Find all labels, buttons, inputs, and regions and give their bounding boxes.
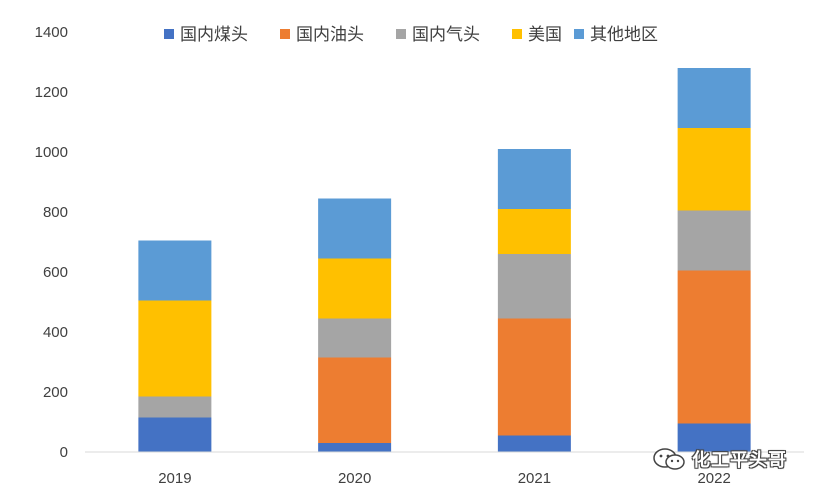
bar-segment <box>138 396 212 418</box>
bar-segment <box>677 423 751 452</box>
y-tick-label: 1000 <box>35 144 68 161</box>
bar-segment <box>497 435 571 452</box>
y-tick-label: 200 <box>43 384 68 401</box>
y-tick-label: 400 <box>43 324 68 341</box>
y-axis: 0 200 400 600 800 1000 1200 1400 <box>35 24 68 461</box>
legend-label: 美国 <box>528 25 562 45</box>
x-tick-label: 2022 <box>697 470 730 487</box>
legend-swatch <box>574 29 584 39</box>
bar-segment <box>318 258 392 319</box>
bar-segment <box>138 240 212 301</box>
y-tick-label: 800 <box>43 204 68 221</box>
legend-label: 国内煤头 <box>180 25 248 45</box>
legend-label: 国内气头 <box>412 25 480 45</box>
bar-segment <box>497 318 571 436</box>
bar-segment <box>497 209 571 254</box>
bar-segment <box>318 198 392 259</box>
x-tick-label: 2019 <box>158 470 191 487</box>
legend-label: 国内油头 <box>296 25 364 45</box>
x-axis: 2019 2020 2021 2022 <box>158 470 731 487</box>
y-tick-label: 600 <box>43 264 68 281</box>
legend-label: 其他地区 <box>590 25 658 45</box>
bar-segment <box>677 210 751 271</box>
x-tick-label: 2020 <box>338 470 371 487</box>
bar-segment <box>497 254 571 319</box>
bars <box>138 68 751 452</box>
x-tick-label: 2021 <box>518 470 551 487</box>
legend-swatch <box>512 29 522 39</box>
bar-segment <box>677 68 751 128</box>
bar-segment <box>138 300 212 397</box>
legend: 国内煤头 国内油头 国内气头 美国 其他地区 <box>164 25 658 45</box>
legend-swatch <box>396 29 406 39</box>
bar-segment <box>677 128 751 211</box>
bar-segment <box>318 443 392 452</box>
legend-swatch <box>164 29 174 39</box>
bar-segment <box>138 417 212 452</box>
bar-segment <box>497 149 571 209</box>
bar-segment <box>318 318 392 358</box>
wechat-icon <box>653 448 685 470</box>
y-tick-label: 1400 <box>35 24 68 41</box>
bar-segment <box>677 270 751 424</box>
legend-swatch <box>280 29 290 39</box>
y-tick-label: 0 <box>60 444 68 461</box>
watermark-text: 化工平头哥 <box>692 450 787 471</box>
watermark: 化工平头哥 <box>652 446 787 472</box>
y-tick-label: 1200 <box>35 84 68 101</box>
bar-segment <box>318 357 392 443</box>
